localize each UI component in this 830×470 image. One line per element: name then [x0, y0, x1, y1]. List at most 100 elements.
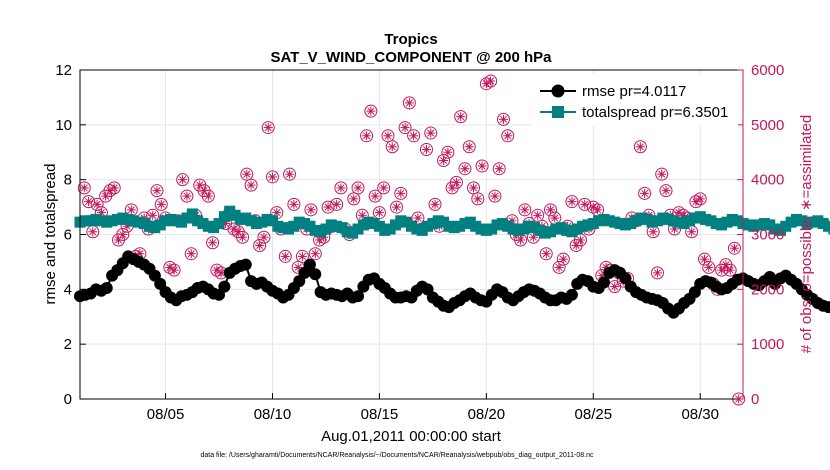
- obs-marker: [265, 170, 279, 184]
- obs-marker: [578, 197, 592, 211]
- y-tick-label: 10: [55, 117, 72, 134]
- obs-marker: [347, 192, 361, 206]
- obs-marker: [278, 249, 292, 263]
- x-tick-label: 08/30: [681, 406, 719, 423]
- obs-marker: [206, 236, 220, 250]
- obs-marker: [304, 203, 318, 217]
- obs-marker: [368, 189, 382, 203]
- legend-box: [532, 74, 738, 126]
- obs-marker: [236, 230, 250, 244]
- rmse-point: [597, 276, 610, 289]
- y-right-tick-label: 3000: [751, 227, 784, 244]
- rmse-point: [218, 280, 231, 293]
- obs-marker: [257, 230, 271, 244]
- totalspread-series: [74, 205, 830, 239]
- y-right-tick-label: 6000: [751, 62, 784, 79]
- y-tick-label: 4: [64, 281, 72, 298]
- x-tick-label: 08/15: [361, 406, 399, 423]
- obs-marker: [176, 173, 190, 187]
- obs-marker: [608, 280, 622, 294]
- legend-spread-marker: [552, 106, 564, 118]
- obs-marker: [295, 249, 309, 263]
- obs-marker: [334, 181, 348, 195]
- y-tick-label: 8: [64, 172, 72, 189]
- obs-marker: [107, 181, 121, 195]
- rmse-series: [74, 250, 830, 319]
- obs-marker: [437, 153, 451, 167]
- y-right-tick-label: 2000: [751, 281, 784, 298]
- obs-marker: [180, 189, 194, 203]
- obs-marker: [539, 247, 553, 261]
- obs-marker: [655, 167, 669, 181]
- obs-marker: [377, 181, 391, 195]
- x-tick-label: 08/20: [468, 406, 506, 423]
- totalspread-point: [213, 218, 225, 230]
- obs-marker: [77, 181, 91, 195]
- obs-marker: [146, 208, 160, 222]
- obs-marker: [261, 121, 275, 135]
- rmse-point: [100, 281, 113, 294]
- y-tick-label: 0: [64, 391, 72, 408]
- chart-title: Tropics: [384, 31, 437, 48]
- data-file-footnote: data file: /Users/gharamti/Documents/NCA…: [200, 452, 594, 459]
- obs-marker: [372, 206, 386, 220]
- obs-marker: [411, 211, 425, 225]
- obs-marker: [659, 184, 673, 198]
- obs-marker: [184, 247, 198, 261]
- rmse-point: [352, 290, 365, 303]
- obs-marker: [462, 140, 476, 154]
- obs-marker: [424, 126, 438, 140]
- obs-marker: [650, 266, 664, 280]
- y-tick-label: 6: [64, 227, 72, 244]
- x-tick-label: 08/05: [147, 406, 185, 423]
- totalspread-point: [823, 220, 830, 232]
- obs-marker: [518, 203, 532, 217]
- y-right-tick-label: 0: [751, 391, 759, 408]
- obs-marker: [82, 195, 96, 209]
- y-axis-right-label: # of obs: o=possible; ∗=assimilated: [798, 115, 815, 354]
- y-tick-label: 2: [64, 336, 72, 353]
- obs-marker: [475, 159, 489, 173]
- obs-marker: [484, 74, 498, 88]
- obs-marker: [556, 252, 570, 266]
- x-tick-label: 08/10: [254, 406, 292, 423]
- y-right-tick-label: 1000: [751, 336, 784, 353]
- obs-marker: [428, 197, 442, 211]
- obs-marker: [390, 200, 404, 214]
- obs-marker: [351, 181, 365, 195]
- obs-marker: [496, 112, 510, 126]
- obs-marker: [723, 263, 737, 277]
- obs-marker: [240, 167, 254, 181]
- obs-marker: [201, 189, 215, 203]
- obs-marker: [244, 178, 258, 192]
- obs-marker: [287, 197, 301, 211]
- x-axis-label: Aug.01,2011 00:00:00 start: [321, 428, 502, 445]
- obs-marker: [727, 241, 741, 255]
- legend-rmse-label: rmse pr=4.0117: [582, 83, 686, 100]
- obs-marker: [638, 186, 652, 200]
- obs-marker: [385, 140, 399, 154]
- obs-marker: [591, 203, 605, 217]
- obs-marker: [360, 129, 374, 143]
- rmse-point: [303, 258, 316, 271]
- obs-marker: [398, 121, 412, 135]
- totalspread-point: [186, 208, 198, 220]
- totalspread-point: [828, 223, 830, 235]
- rmse-point: [309, 268, 322, 281]
- obs-marker: [467, 181, 481, 195]
- legend-rmse-marker: [551, 84, 565, 98]
- y-tick-label: 12: [55, 62, 72, 79]
- obs-marker: [330, 197, 344, 211]
- obs-marker: [693, 192, 707, 206]
- obs-marker: [702, 260, 716, 274]
- legend: rmse pr=4.0117 totalspread pr=6.3501: [532, 74, 738, 126]
- obs-marker: [531, 208, 545, 222]
- obs-marker: [492, 162, 506, 176]
- obs-marker: [321, 200, 335, 214]
- axis-ticks: 08/05 08/10 08/15 08/20 08/25 08/30 0 2 4 6 8 10 12 0…: [55, 62, 784, 423]
- legend-spread-label: totalspread pr=6.3501: [582, 104, 728, 121]
- chart-subtitle: SAT_V_WIND_COMPONENT @ 200 hPa: [270, 49, 552, 66]
- obs-marker: [86, 225, 100, 239]
- obs-marker: [283, 167, 297, 181]
